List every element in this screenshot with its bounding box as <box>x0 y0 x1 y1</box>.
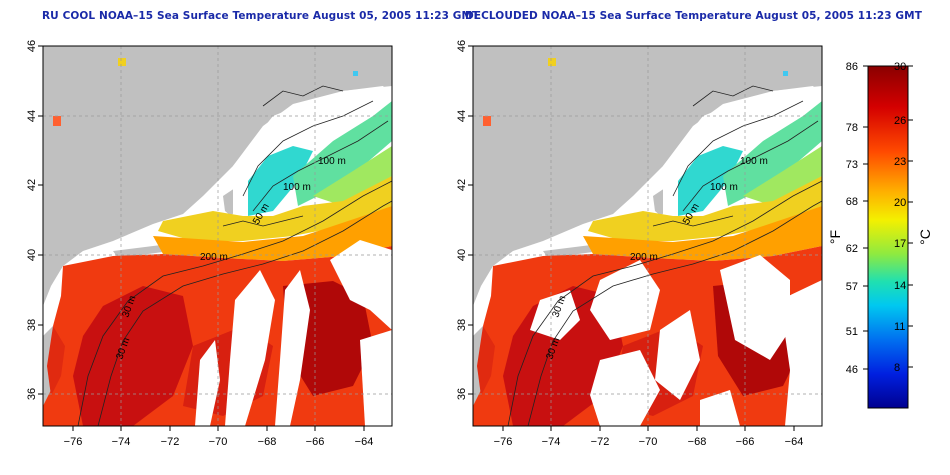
left-map-title: RU COOL NOAA–15 Sea Surface Temperature … <box>42 10 480 22</box>
left-map: 100 m 100 m 50 m 200 m 30 m 30 m <box>42 45 393 427</box>
right-y-tick-1: 44 <box>456 110 468 122</box>
right-x-tick-2: −72 <box>591 436 610 448</box>
left-x-tick-0: −76 <box>64 436 83 448</box>
colorbar-scale <box>867 65 909 409</box>
left-y-tick-2: 42 <box>26 179 38 191</box>
right-x-tick-1: −74 <box>542 436 561 448</box>
left-x-tick-3: −70 <box>209 436 228 448</box>
colorbar: 86 78 73 68 62 57 51 46 30 26 23 20 17 1… <box>827 61 933 409</box>
colorbar-f-tick-0: 86 <box>846 61 858 73</box>
colorbar-fahrenheit-label: °F <box>827 230 843 244</box>
left-map-axes <box>38 45 365 431</box>
colorbar-f-tick-5: 57 <box>846 281 858 293</box>
right-map-axes <box>468 45 795 431</box>
colorbar-c-tick-1: 26 <box>894 115 906 127</box>
colorbar-c-tick-0: 30 <box>894 61 906 73</box>
left-y-tick-4: 38 <box>26 319 38 331</box>
contour-label-200-left: 200 m <box>200 252 228 263</box>
left-y-tick-5: 36 <box>26 388 38 400</box>
right-x-tick-5: −66 <box>736 436 755 448</box>
right-x-tick-6: −64 <box>785 436 804 448</box>
colorbar-c-tick-4: 17 <box>894 238 906 250</box>
right-map: 100 m 100 m 50 m 200 m 30 m 30 m <box>472 45 823 427</box>
contour-label-100-left-a: 100 m <box>318 156 346 167</box>
left-y-tick-3: 40 <box>26 249 38 261</box>
contour-label-200-right: 200 m <box>630 252 658 263</box>
colorbar-c-tick-5: 14 <box>894 280 906 292</box>
right-x-tick-0: −76 <box>494 436 513 448</box>
right-x-tick-4: −68 <box>688 436 707 448</box>
contour-label-100-right-b: 100 m <box>710 182 738 193</box>
left-x-tick-6: −64 <box>355 436 374 448</box>
right-map-title: DECLOUDED NOAA–15 Sea Surface Temperatur… <box>465 10 922 22</box>
left-x-tick-4: −68 <box>258 436 277 448</box>
left-y-tick-1: 44 <box>26 110 38 122</box>
colorbar-f-tick-1: 78 <box>846 122 858 134</box>
colorbar-c-tick-3: 20 <box>894 197 906 209</box>
left-x-tick-5: −66 <box>306 436 325 448</box>
left-x-tick-1: −74 <box>112 436 131 448</box>
right-y-tick-3: 40 <box>456 249 468 261</box>
colorbar-c-tick-7: 8 <box>894 362 900 374</box>
colorbar-f-tick-2: 73 <box>846 159 858 171</box>
colorbar-celsius-label: °C <box>917 229 933 245</box>
right-y-tick-0: 46 <box>456 40 468 52</box>
right-x-tick-3: −70 <box>639 436 658 448</box>
colorbar-f-tick-4: 62 <box>846 243 858 255</box>
left-x-tick-2: −72 <box>161 436 180 448</box>
colorbar-f-tick-7: 46 <box>846 364 858 376</box>
right-y-tick-4: 38 <box>456 319 468 331</box>
colorbar-c-tick-6: 11 <box>894 321 905 333</box>
colorbar-f-tick-6: 51 <box>846 326 858 338</box>
right-y-tick-5: 36 <box>456 388 468 400</box>
colorbar-f-tick-3: 68 <box>846 196 858 208</box>
contour-label-100-right-a: 100 m <box>740 156 768 167</box>
left-y-tick-0: 46 <box>26 40 38 52</box>
right-y-tick-2: 42 <box>456 179 468 191</box>
colorbar-c-tick-2: 23 <box>894 156 906 168</box>
contour-label-100-left-b: 100 m <box>283 182 311 193</box>
